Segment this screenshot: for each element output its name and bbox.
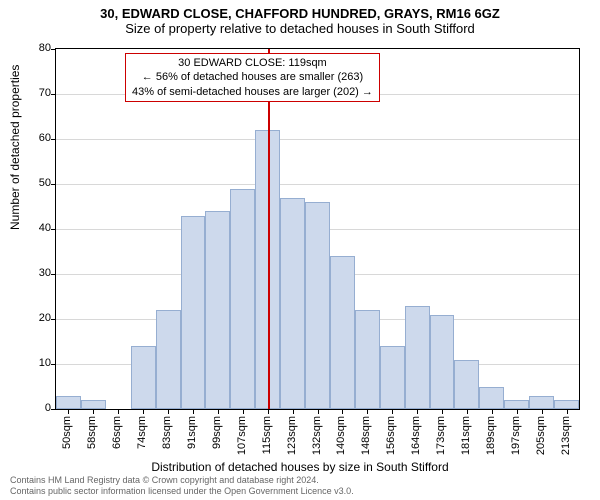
xtick-mark — [118, 409, 119, 414]
ytick-label: 80 — [21, 42, 51, 54]
xtick-label: 66sqm — [111, 416, 123, 449]
xtick-label: 83sqm — [161, 416, 173, 449]
histogram-bar — [479, 387, 504, 410]
xtick-label: 50sqm — [61, 416, 73, 449]
xtick-label: 115sqm — [261, 416, 273, 454]
xtick-mark — [143, 409, 144, 414]
histogram-bar — [181, 216, 206, 410]
ytick-mark — [51, 49, 56, 50]
histogram-bar — [380, 346, 405, 409]
histogram-bar — [355, 310, 380, 409]
xtick-label: 164sqm — [410, 416, 422, 455]
copyright-footer: Contains HM Land Registry data © Crown c… — [10, 475, 354, 497]
xtick-mark — [542, 409, 543, 414]
xtick-mark — [492, 409, 493, 414]
ytick-label: 70 — [21, 87, 51, 99]
histogram-bar — [230, 189, 255, 410]
x-axis-label: Distribution of detached houses by size … — [0, 460, 600, 474]
xtick-mark — [517, 409, 518, 414]
histogram-bar — [554, 400, 579, 409]
xtick-label: 91sqm — [186, 416, 198, 449]
histogram-bar — [280, 198, 305, 410]
histogram-bar — [131, 346, 156, 409]
xtick-mark — [218, 409, 219, 414]
xtick-label: 148sqm — [360, 416, 372, 455]
ytick-label: 20 — [21, 312, 51, 324]
gridline — [56, 184, 579, 185]
footer-line1: Contains HM Land Registry data © Crown c… — [10, 475, 354, 486]
ytick-mark — [51, 94, 56, 95]
xtick-label: 99sqm — [211, 416, 223, 449]
ytick-mark — [51, 139, 56, 140]
xtick-mark — [293, 409, 294, 414]
xtick-mark — [243, 409, 244, 414]
footer-line2: Contains public sector information licen… — [10, 486, 354, 497]
xtick-mark — [318, 409, 319, 414]
xtick-mark — [467, 409, 468, 414]
xtick-mark — [268, 409, 269, 414]
xtick-mark — [367, 409, 368, 414]
histogram-chart — [55, 48, 580, 410]
xtick-label: 58sqm — [86, 416, 98, 449]
annotation-box: 30 EDWARD CLOSE: 119sqm← 56% of detached… — [125, 53, 380, 102]
histogram-bar — [430, 315, 455, 410]
histogram-bar — [405, 306, 430, 410]
ytick-label: 60 — [21, 132, 51, 144]
xtick-mark — [392, 409, 393, 414]
annotation-line3: 43% of semi-detached houses are larger (… — [132, 85, 373, 99]
ytick-label: 0 — [21, 402, 51, 414]
ytick-mark — [51, 409, 56, 410]
xtick-label: 205sqm — [535, 416, 547, 455]
xtick-label: 173sqm — [435, 416, 447, 455]
ytick-label: 30 — [21, 267, 51, 279]
xtick-mark — [442, 409, 443, 414]
ytick-mark — [51, 364, 56, 365]
xtick-label: 213sqm — [560, 416, 572, 455]
ytick-label: 10 — [21, 357, 51, 369]
xtick-label: 197sqm — [510, 416, 522, 455]
xtick-label: 132sqm — [311, 416, 323, 455]
ytick-mark — [51, 319, 56, 320]
histogram-bar — [529, 396, 554, 410]
page-title-line1: 30, EDWARD CLOSE, CHAFFORD HUNDRED, GRAY… — [0, 6, 600, 21]
xtick-mark — [193, 409, 194, 414]
reference-line — [268, 49, 270, 409]
ytick-mark — [51, 184, 56, 185]
annotation-line2: ← 56% of detached houses are smaller (26… — [132, 70, 373, 84]
ytick-mark — [51, 274, 56, 275]
ytick-mark — [51, 229, 56, 230]
histogram-bar — [330, 256, 355, 409]
xtick-mark — [168, 409, 169, 414]
xtick-label: 181sqm — [460, 416, 472, 455]
xtick-mark — [567, 409, 568, 414]
xtick-label: 140sqm — [335, 416, 347, 455]
ytick-label: 40 — [21, 222, 51, 234]
xtick-mark — [342, 409, 343, 414]
xtick-label: 156sqm — [385, 416, 397, 455]
histogram-bar — [156, 310, 181, 409]
annotation-line1: 30 EDWARD CLOSE: 119sqm — [132, 56, 373, 70]
xtick-mark — [417, 409, 418, 414]
y-axis-label: Number of detached properties — [8, 65, 22, 230]
xtick-mark — [93, 409, 94, 414]
xtick-label: 123sqm — [286, 416, 298, 455]
xtick-mark — [68, 409, 69, 414]
xtick-label: 189sqm — [485, 416, 497, 455]
histogram-bar — [305, 202, 330, 409]
histogram-bar — [56, 396, 81, 410]
xtick-label: 74sqm — [136, 416, 148, 449]
page-title-line2: Size of property relative to detached ho… — [0, 21, 600, 36]
histogram-bar — [454, 360, 479, 410]
histogram-bar — [81, 400, 106, 409]
gridline — [56, 139, 579, 140]
histogram-bar — [504, 400, 529, 409]
histogram-bar — [205, 211, 230, 409]
xtick-label: 107sqm — [236, 416, 248, 455]
ytick-label: 50 — [21, 177, 51, 189]
